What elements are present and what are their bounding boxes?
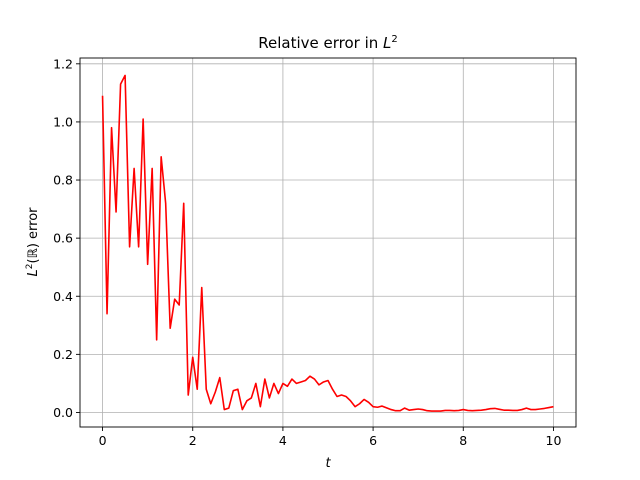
grid-lines [80, 58, 576, 427]
x-axis-label: t [325, 456, 331, 471]
x-tick-label: 6 [369, 433, 377, 448]
series-layer [101, 74, 554, 412]
x-tick-label: 2 [189, 433, 197, 448]
chart-title: Relative error in L2 [258, 34, 398, 52]
series-line [101, 74, 554, 412]
plot-frame [79, 57, 577, 428]
y-tick-label: 0.6 [53, 231, 73, 246]
y-tick-label: 1.0 [53, 114, 73, 129]
y-tick-label: 0.4 [53, 289, 73, 304]
x-tick-label: 0 [99, 433, 107, 448]
y-tick-label: 1.2 [53, 56, 73, 71]
axis-ticks: 0 2 4 6 8 10 0.0 0.2 0.4 0.6 0.8 1.0 1.2 [53, 56, 561, 448]
x-tick-label: 10 [546, 433, 562, 448]
x-tick-label: 4 [279, 433, 287, 448]
y-tick-label: 0.0 [53, 405, 73, 420]
y-axis-label: L2(ℝ) error [25, 207, 41, 277]
y-tick-label: 0.8 [53, 173, 73, 188]
x-tick-label: 8 [459, 433, 467, 448]
y-tick-label: 0.2 [53, 347, 73, 362]
